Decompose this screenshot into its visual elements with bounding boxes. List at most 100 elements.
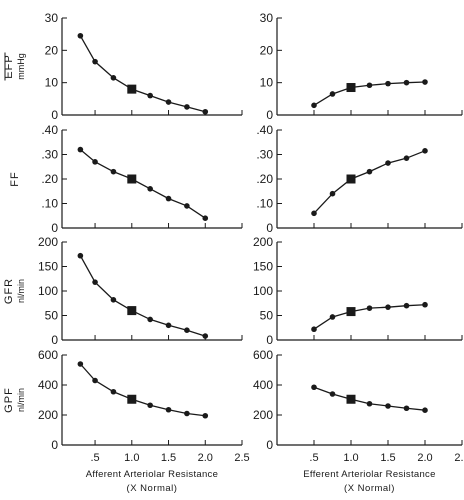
y-tick-label: .10 [41, 197, 58, 211]
data-point [110, 388, 117, 395]
y-tick-label: 50 [45, 309, 59, 323]
data-point [422, 79, 428, 85]
y-tick-label: 0 [266, 221, 273, 235]
y-tick-label: 20 [45, 43, 59, 57]
data-point [165, 322, 172, 329]
y-tick-label: .10 [256, 197, 273, 211]
x-tick-label: 2.5 [234, 452, 249, 464]
data-point [403, 155, 410, 161]
data-point [184, 410, 190, 417]
y-tick-label: .30 [256, 148, 273, 162]
y-tick-label: 600 [38, 348, 58, 362]
normal-value-marker [127, 306, 137, 316]
panel-efp-afferent: 0 10 20 30 EFP mmHg [3, 11, 243, 122]
x-tick-label: 2.0 [417, 452, 432, 464]
data-point [184, 203, 190, 209]
normal-value-marker [127, 394, 137, 404]
y-tick-label: 100 [253, 284, 273, 298]
x-tick-label: 2.5 [454, 452, 464, 464]
data-point [366, 305, 373, 311]
data-point [92, 159, 98, 165]
data-point [184, 104, 190, 110]
x-tick-label: 2.0 [198, 452, 213, 464]
data-point [329, 91, 336, 97]
series-line [79, 363, 206, 417]
y-tick-label: 100 [38, 284, 58, 298]
y-tick-label: 50 [260, 309, 274, 323]
y-tick-label: .20 [41, 172, 58, 186]
data-point [77, 32, 84, 39]
y-tick-label: 10 [45, 76, 59, 90]
y-tick-label: 400 [38, 378, 58, 392]
y-tick-label: .20 [256, 172, 273, 186]
x-tick-label: 1.5 [380, 452, 395, 464]
y-tick-label: 600 [253, 348, 273, 362]
data-point [311, 326, 317, 333]
y-tick-label: .40 [41, 123, 58, 137]
normal-value-marker [127, 174, 137, 184]
data-point [77, 146, 84, 153]
data-point [385, 80, 391, 87]
y-tick-label: 0 [51, 108, 58, 122]
y-tick-label: 0 [51, 333, 58, 347]
y-axis-unit: mmHg [16, 53, 26, 80]
normal-value-marker [346, 174, 356, 184]
data-point [403, 79, 410, 86]
x-axis-sublabel: (X Normal) [344, 483, 395, 494]
x-tick-label: .5 [90, 452, 99, 464]
data-point [385, 304, 391, 310]
data-point [165, 406, 172, 413]
y-axis-unit: nl/min [16, 279, 26, 303]
data-point [147, 402, 153, 409]
y-tick-label: 0 [266, 438, 273, 452]
data-point [366, 400, 373, 407]
x-axis-label: Efferent Arteriolar Resistance [303, 469, 435, 480]
panel-gpf-efferent: 0 200 400 600 .5 1.0 1.5 2.0 2.5 Efferent Arterio… [253, 348, 464, 494]
y-axis-label: GFR [3, 278, 15, 304]
normal-value-marker [346, 83, 356, 93]
x-tick-label: 1.0 [343, 452, 358, 464]
y-axis-label: FF [9, 171, 21, 186]
y-axis-label: GPF [3, 387, 15, 413]
data-point [92, 377, 98, 384]
panel-ff-efferent: 0 .10 .20 .30 .40 [256, 123, 463, 235]
data-point [202, 215, 209, 221]
y-tick-label: 30 [260, 11, 274, 25]
x-tick-label: 1.0 [124, 452, 139, 464]
y-axis-label: EFP [3, 54, 15, 78]
data-point [184, 327, 190, 334]
data-point [77, 252, 84, 259]
data-point [422, 148, 428, 154]
y-tick-label: .40 [256, 123, 273, 137]
y-tick-label: 0 [266, 108, 273, 122]
y-tick-label: 150 [38, 260, 58, 274]
data-point [329, 314, 336, 320]
data-point [329, 190, 336, 197]
data-point [92, 279, 98, 285]
panel-efp-efferent: 0 10 20 30 [260, 11, 463, 122]
data-point [202, 108, 209, 115]
y-tick-label: 0 [51, 438, 58, 452]
y-tick-label: 200 [38, 235, 58, 249]
panel-gfr-afferent: 0 50 100 150 200 GFR nl/min [3, 235, 243, 347]
y-tick-label: 0 [51, 221, 58, 235]
data-point [92, 58, 98, 65]
data-point [202, 412, 209, 419]
x-tick-label: 1.5 [161, 452, 176, 464]
data-point [366, 82, 373, 89]
data-point [147, 316, 153, 323]
y-tick-label: .30 [41, 148, 58, 162]
x-tick-label: .5 [309, 452, 318, 464]
data-point [147, 92, 153, 99]
data-point [311, 384, 317, 391]
y-tick-label: 200 [38, 408, 58, 422]
x-axis-sublabel: (X Normal) [127, 483, 178, 494]
data-point [77, 361, 84, 367]
panel-gpf-afferent: 0 200 400 600 .5 1.0 1.5 2.0 2.5 Afferent Arterio… [3, 348, 250, 494]
normal-value-marker [127, 84, 137, 94]
y-tick-label: 200 [253, 235, 273, 249]
y-tick-label: 200 [253, 408, 273, 422]
series-line [79, 35, 206, 113]
data-point [311, 102, 317, 109]
